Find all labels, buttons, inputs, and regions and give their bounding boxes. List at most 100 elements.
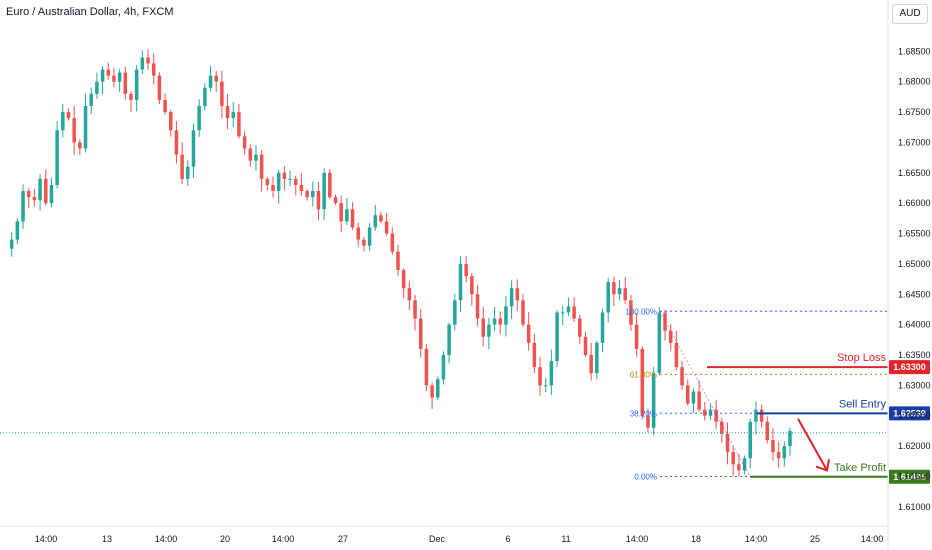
time-tick-label: Dec xyxy=(429,534,446,544)
candle-body xyxy=(123,72,128,94)
candle-body xyxy=(748,421,752,459)
candle-body xyxy=(475,294,480,319)
candle-body xyxy=(470,276,474,295)
sell-entry-tag-text: 1.62539 xyxy=(893,408,926,418)
candle-body xyxy=(89,93,93,106)
candle-body xyxy=(174,130,179,155)
price-axis[interactable]: 1.61000 1.61500 1.62000 1.62500 1.63000 1.635… xyxy=(887,0,931,550)
candle-body xyxy=(606,282,610,313)
price-tick-label: 1.62000 xyxy=(898,441,931,451)
price-tick-label: 1.62500 xyxy=(898,411,931,421)
price-tick-label: 1.68000 xyxy=(898,77,931,87)
take-profit-tag-text: 1.61495 xyxy=(893,472,926,482)
candle-body xyxy=(788,430,792,447)
candle-body xyxy=(458,263,463,301)
candle-body xyxy=(186,166,190,179)
candle-body xyxy=(782,446,787,459)
candle-body xyxy=(55,130,59,185)
candle-body xyxy=(504,306,508,325)
candle-body xyxy=(44,178,48,204)
candle-body xyxy=(515,288,520,301)
currency-button[interactable]: AUD xyxy=(892,4,928,24)
candle-body xyxy=(293,178,298,185)
candle-body xyxy=(595,342,599,374)
candle-body xyxy=(271,184,275,192)
candle-body xyxy=(521,300,525,325)
candle-body xyxy=(265,178,270,185)
candle-body xyxy=(305,191,309,198)
fib-level-label: 61.80% xyxy=(630,370,657,379)
candle-body xyxy=(112,75,116,82)
candle-body xyxy=(663,312,667,331)
candle-body xyxy=(242,136,247,149)
candle-body xyxy=(492,318,497,325)
candle-body xyxy=(146,57,150,64)
sell-arrow-shaft xyxy=(797,418,828,471)
candle-body xyxy=(498,318,503,325)
candle-body xyxy=(481,318,485,337)
candle-body xyxy=(151,63,156,76)
candle-body xyxy=(339,203,343,222)
candle-body xyxy=(214,75,218,82)
time-tick-label: 14:00 xyxy=(745,534,768,544)
sell-arrow-head xyxy=(815,459,830,472)
fib-trend-line xyxy=(659,311,751,477)
price-tick-label: 1.67500 xyxy=(898,107,931,117)
candle-body xyxy=(447,324,451,355)
time-tick-label: 25 xyxy=(810,534,820,544)
candle-body xyxy=(384,221,389,234)
candle-body xyxy=(379,215,383,222)
candle-body xyxy=(640,348,645,416)
candle-body xyxy=(526,324,531,343)
candle-body xyxy=(288,178,292,180)
candle-body xyxy=(555,312,559,362)
candle-body xyxy=(634,324,639,349)
candle-body xyxy=(168,112,173,131)
candle-body xyxy=(350,209,355,228)
candle-body xyxy=(453,300,457,325)
candle-body xyxy=(163,99,167,113)
candle-body xyxy=(259,154,264,179)
candle-body xyxy=(629,300,633,325)
candle-body xyxy=(282,172,287,179)
price-tick-label: 1.66000 xyxy=(898,198,931,208)
time-tick-label: 14:00 xyxy=(35,534,58,544)
candle-body xyxy=(600,312,605,343)
candle-body xyxy=(759,409,764,422)
time-tick-label: 20 xyxy=(220,534,230,544)
candle-body xyxy=(276,172,281,192)
candle-body xyxy=(538,367,542,386)
time-tick-label: 18 xyxy=(691,534,701,544)
candle-body xyxy=(208,75,213,88)
stop-loss-tag-text: 1.63300 xyxy=(893,362,926,372)
candle-body xyxy=(617,288,622,295)
candle-body xyxy=(731,452,735,465)
candle-body xyxy=(83,105,88,149)
time-axis[interactable]: 14:00 13 14:00 20 14:00 27 Dec 6 11 14:00 18 14:00 2… xyxy=(0,525,888,544)
time-tick-label: 11 xyxy=(561,534,570,544)
candle-body xyxy=(424,348,429,386)
time-tick-label: 14:00 xyxy=(272,534,295,544)
candle-body xyxy=(333,197,338,204)
candle-body xyxy=(26,191,31,198)
candle-body xyxy=(66,112,71,119)
candle-body xyxy=(9,239,14,249)
stop-loss-tag xyxy=(889,360,930,375)
candle-body xyxy=(316,191,321,210)
candle-body xyxy=(657,312,662,374)
candle-body xyxy=(396,251,400,270)
chart-title: Euro / Australian Dollar, 4h, FXCM xyxy=(6,6,174,18)
candle-body xyxy=(38,178,42,201)
candle-body xyxy=(254,154,258,161)
candle-body xyxy=(15,221,20,240)
price-tick-label: 1.68500 xyxy=(898,46,931,56)
candle-body xyxy=(685,385,690,404)
price-tick-label: 1.66500 xyxy=(898,168,931,178)
candle-body xyxy=(49,184,54,204)
candle-body xyxy=(464,263,468,277)
candle-body xyxy=(117,72,122,82)
candle-body xyxy=(754,409,758,422)
candle-body xyxy=(543,385,548,387)
candle-body xyxy=(578,318,582,337)
